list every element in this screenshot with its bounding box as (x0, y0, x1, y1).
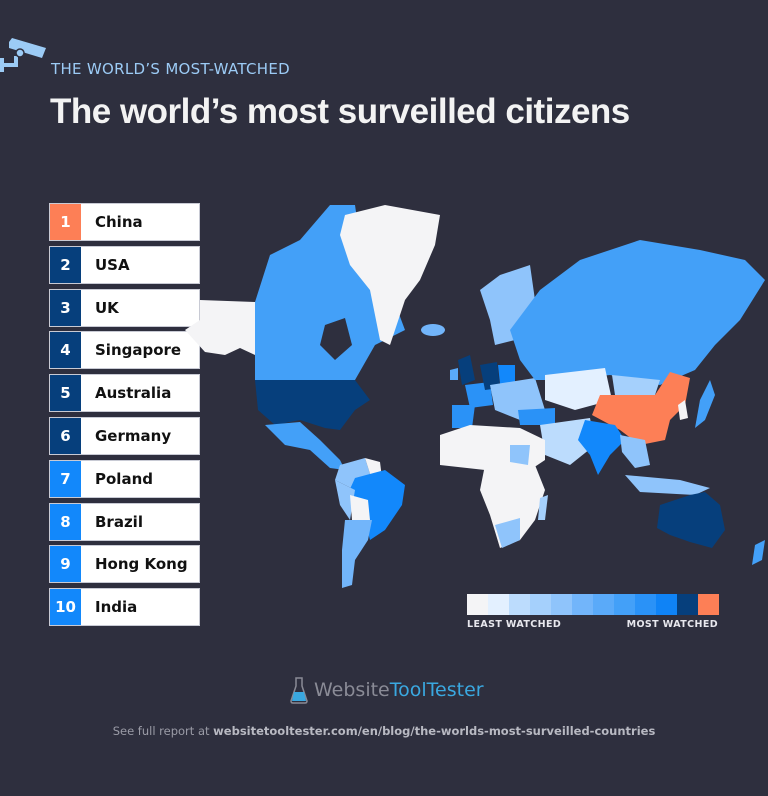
region-kazakhstan (545, 368, 612, 410)
rank-country: India (95, 598, 138, 617)
footer-note: See full report at websitetooltester.com… (0, 724, 768, 738)
rank-country: Poland (95, 469, 153, 488)
legend-swatch (593, 594, 614, 615)
rank-row: 5 Australia (49, 374, 200, 413)
rank-row: 2 USA (49, 245, 200, 284)
legend-high-label: MOST WATCHED (626, 619, 718, 630)
region-sudan (510, 445, 530, 465)
region-brazil (345, 470, 405, 540)
brand-name-part2: ToolTester (389, 679, 484, 701)
rank-row: 6 Germany (49, 416, 200, 455)
rank-number: 3 (50, 289, 81, 326)
world-map (185, 205, 765, 588)
legend-swatch (551, 594, 572, 615)
region-australia (657, 492, 725, 548)
region-uk (458, 355, 475, 385)
region-south-africa (495, 518, 520, 548)
rank-country: USA (95, 255, 130, 274)
kicker-label: THE WORLD’S MOST-WATCHED (51, 60, 290, 78)
rank-country: Brazil (95, 512, 143, 531)
rank-number: 9 (50, 546, 81, 583)
region-bolivia (350, 495, 370, 520)
rank-country: UK (95, 298, 119, 317)
region-middle-east (540, 418, 595, 465)
rank-number: 8 (50, 503, 81, 540)
rank-row: 1 China (49, 203, 200, 241)
page-title: The world’s most surveilled citizens (50, 92, 630, 131)
region-india (578, 420, 625, 475)
rank-number: 5 (50, 375, 81, 412)
region-greenland (340, 205, 440, 345)
region-iberia (452, 405, 475, 428)
region-canada (255, 205, 405, 380)
region-alaska (185, 300, 255, 355)
rank-number: 7 (50, 460, 81, 497)
legend-swatch (698, 594, 719, 615)
flask-icon (290, 677, 308, 704)
legend-swatch (614, 594, 635, 615)
rank-country: Hong Kong (95, 555, 188, 574)
legend-swatch (656, 594, 677, 615)
rank-country: Australia (95, 384, 172, 403)
region-usa (255, 380, 370, 430)
cctv-camera-icon (0, 38, 46, 72)
rank-number: 2 (50, 246, 81, 283)
region-argentina (342, 520, 372, 588)
region-china (592, 372, 690, 445)
rank-number: 6 (50, 417, 81, 454)
footer-url[interactable]: websitetooltester.com/en/blog/the-worlds… (213, 724, 656, 738)
rank-row: 3 UK (49, 288, 200, 327)
rank-row: 10 India (49, 588, 200, 627)
legend-swatch (488, 594, 509, 615)
rank-country: China (95, 213, 143, 231)
region-mongolia (612, 375, 660, 395)
region-japan (695, 380, 715, 428)
legend-low-label: LEAST WATCHED (467, 619, 562, 630)
region-madagascar (538, 495, 548, 520)
rank-country: Singapore (95, 341, 182, 360)
region-peru (335, 480, 355, 520)
rank-row: 8 Brazil (49, 502, 200, 541)
rank-number: 4 (50, 332, 81, 369)
footer-prefix: See full report at (112, 724, 214, 738)
rank-country: Germany (95, 426, 172, 445)
legend-swatch (635, 594, 656, 615)
brand-name-part1: Website (314, 679, 390, 701)
region-poland (498, 365, 515, 384)
brand-logo: WebsiteToolTester (290, 676, 484, 704)
region-nz (752, 540, 765, 565)
legend-swatch (572, 594, 593, 615)
region-germany (480, 362, 500, 390)
rank-row: 7 Poland (49, 459, 200, 498)
rank-number: 10 (50, 589, 81, 626)
region-russia (510, 240, 765, 385)
rank-number: 1 (50, 204, 81, 240)
legend-swatch (509, 594, 530, 615)
legend-swatch (677, 594, 698, 615)
legend-swatch (530, 594, 551, 615)
region-korea (678, 400, 688, 420)
region-se-asia (620, 435, 650, 468)
region-mexico (265, 422, 345, 470)
rank-row: 9 Hong Kong (49, 545, 200, 584)
region-turkey (518, 408, 555, 425)
color-scale-legend (467, 594, 719, 615)
rank-row: 4 Singapore (49, 331, 200, 370)
region-indonesia (625, 475, 710, 495)
legend-swatch (467, 594, 488, 615)
region-ireland (450, 368, 458, 380)
